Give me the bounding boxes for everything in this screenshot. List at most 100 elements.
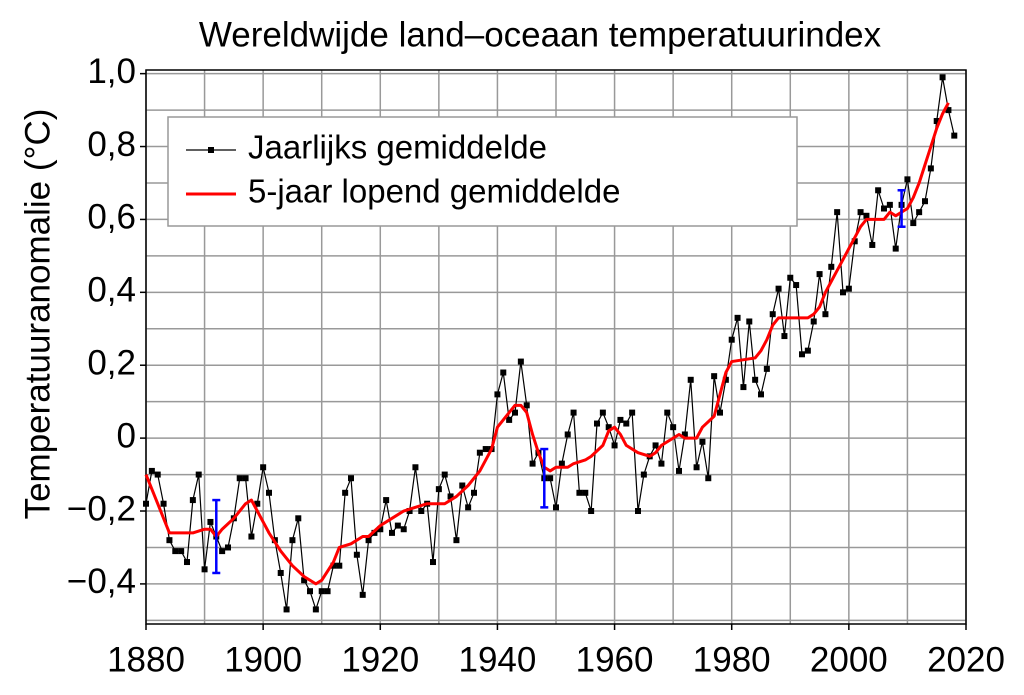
data-point: [810, 318, 817, 325]
data-point: [658, 460, 665, 467]
data-point: [635, 508, 641, 515]
data-point: [166, 537, 173, 544]
data-point: [752, 376, 759, 383]
data-point: [465, 504, 472, 511]
data-point: [529, 460, 536, 467]
data-point: [172, 548, 179, 555]
data-point: [652, 442, 659, 449]
data-point: [717, 409, 723, 416]
data-point: [389, 529, 395, 536]
data-point: [722, 376, 729, 383]
x-tick-label: 2020: [927, 640, 1005, 679]
data-point: [348, 475, 354, 482]
data-point: [664, 409, 671, 416]
data-point: [840, 289, 846, 296]
data-point: [728, 336, 735, 343]
data-point: [476, 449, 483, 456]
data-point: [435, 486, 442, 493]
data-point: [740, 384, 747, 391]
data-point: [406, 508, 413, 515]
data-point: [336, 562, 343, 569]
x-tick-label: 2000: [810, 640, 888, 679]
x-tick-label: 1900: [224, 640, 302, 679]
data-point: [471, 489, 477, 496]
data-point: [500, 369, 507, 376]
legend-box: [167, 116, 798, 227]
data-point: [412, 464, 419, 471]
data-point: [570, 409, 577, 416]
data-point: [933, 118, 940, 125]
data-point: [922, 198, 928, 205]
data-point: [793, 282, 800, 289]
plot-frame: [145, 69, 967, 625]
legend-label: Jaarlijks gemiddelde: [248, 129, 547, 166]
data-point: [828, 263, 835, 270]
x-tick-label: 1920: [341, 640, 419, 679]
data-point: [242, 475, 249, 482]
data-point: [148, 467, 155, 474]
data-point: [804, 347, 811, 354]
data-point: [881, 205, 887, 212]
data-point: [342, 489, 349, 496]
data-point: [892, 245, 899, 252]
data-point: [353, 551, 360, 558]
data-point: [553, 504, 559, 511]
data-point: [582, 489, 589, 496]
data-point: [459, 482, 466, 489]
data-point: [711, 373, 718, 380]
y-tick-label: −0,2: [67, 489, 136, 528]
data-point: [447, 493, 454, 500]
data-point: [277, 569, 284, 576]
data-point: [160, 500, 167, 507]
data-point: [207, 518, 214, 525]
data-point: [324, 588, 331, 595]
data-point: [676, 467, 682, 474]
error-bar: [897, 189, 906, 228]
data-point: [599, 409, 606, 416]
data-point: [266, 489, 272, 496]
y-tick-label: 0,4: [87, 271, 136, 310]
data-point: [260, 464, 267, 471]
y-tick-label: 0,8: [87, 125, 136, 164]
data-point: [951, 132, 958, 139]
data-point: [523, 402, 530, 409]
data-point: [617, 416, 624, 423]
data-point: [283, 606, 290, 613]
data-point: [248, 533, 255, 540]
data-point: [886, 201, 893, 208]
data-point: [189, 497, 196, 504]
data-point: [758, 391, 764, 398]
data-point: [289, 537, 296, 544]
x-tick-label: 1960: [576, 640, 654, 679]
data-point: [394, 522, 401, 529]
data-point: [517, 358, 524, 365]
legend-marker: [208, 147, 214, 153]
data-point: [295, 515, 302, 522]
data-point: [195, 471, 202, 478]
data-point: [763, 365, 770, 372]
data-point: [365, 537, 372, 544]
data-point: [482, 446, 489, 453]
data-point: [799, 351, 805, 358]
data-point: [845, 285, 852, 292]
data-point: [383, 497, 390, 504]
data-point: [178, 548, 185, 555]
data-point: [927, 165, 934, 172]
series-line: [144, 102, 950, 586]
data-point: [869, 241, 876, 248]
data-point: [769, 311, 776, 318]
data-point: [822, 311, 829, 318]
data-point: [734, 314, 741, 321]
data-point: [781, 333, 788, 340]
data-point: [318, 588, 325, 595]
data-point: [705, 475, 712, 482]
data-point: [512, 409, 518, 416]
error-bar: [212, 498, 221, 575]
y-tick-label: 1,0: [87, 52, 136, 91]
data-point: [547, 475, 554, 482]
chart-title: Wereldwijde land–oceaan temperatuurindex: [199, 15, 882, 54]
data-point: [441, 471, 448, 478]
data-point: [307, 588, 313, 595]
data-point: [816, 271, 823, 278]
data-point: [418, 508, 425, 515]
